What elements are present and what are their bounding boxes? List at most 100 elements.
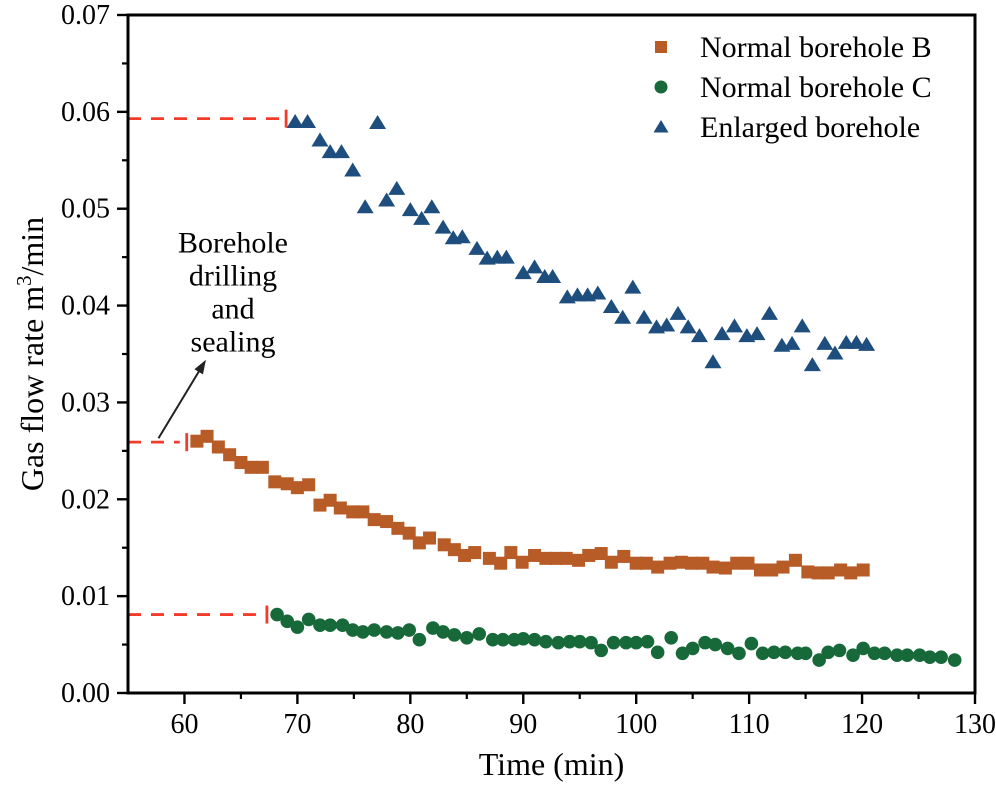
- data-point-triangle: [669, 305, 687, 320]
- y-tick-label: 0.03: [61, 387, 110, 418]
- data-point-square: [663, 556, 677, 570]
- data-point-circle: [402, 623, 417, 637]
- data-point-circle: [562, 634, 577, 649]
- data-point-circle: [594, 643, 608, 658]
- x-tick-label: 110: [729, 709, 770, 740]
- series-normal-borehole-c: [270, 607, 962, 667]
- legend-label: Normal borehole C: [700, 71, 932, 104]
- data-point-triangle: [369, 115, 387, 130]
- series-normal-borehole-b: [190, 429, 870, 580]
- data-point-square: [801, 565, 815, 579]
- legend-marker-circle: [654, 80, 668, 94]
- data-point-square: [356, 505, 370, 519]
- data-point-circle: [527, 632, 542, 647]
- data-point-square: [730, 556, 744, 570]
- data-point-circle: [551, 635, 566, 650]
- data-point-circle: [379, 625, 394, 639]
- data-point-circle: [335, 618, 350, 632]
- data-point-triangle: [783, 335, 801, 350]
- data-point-circle: [619, 635, 633, 650]
- data-point-triangle: [793, 318, 811, 333]
- data-point-circle: [485, 632, 500, 647]
- data-point-circle: [313, 618, 327, 632]
- data-point-triangle: [725, 318, 743, 333]
- data-point-square: [244, 460, 258, 474]
- data-point-square: [651, 560, 665, 574]
- data-point-square: [821, 566, 835, 580]
- data-point-triangle: [344, 162, 362, 177]
- x-tick-label: 70: [283, 709, 311, 740]
- data-point-triangle: [748, 326, 766, 341]
- data-point-circle: [698, 635, 712, 650]
- data-point-triangle: [413, 210, 431, 225]
- legend: Normal borehole B Normal borehole C Enlarg…: [653, 31, 932, 144]
- y-tick-label: 0.01: [61, 581, 110, 612]
- data-point-triangle: [321, 144, 339, 159]
- data-point-circle: [664, 630, 679, 645]
- data-point-square: [234, 455, 248, 469]
- data-point-square: [765, 563, 779, 577]
- data-point-triangle: [453, 229, 471, 244]
- data-point-circle: [900, 648, 915, 663]
- data-point-circle: [947, 653, 962, 667]
- legend-label: Normal borehole B: [700, 31, 932, 64]
- data-point-circle: [367, 623, 381, 637]
- data-point-circle: [755, 646, 770, 661]
- data-point-square: [811, 566, 825, 580]
- legend-label: Enlarged borehole: [700, 111, 920, 144]
- data-point-circle: [877, 646, 892, 661]
- data-point-circle: [832, 643, 847, 658]
- data-point-triangle: [423, 199, 441, 214]
- x-tick-label: 100: [615, 709, 657, 740]
- data-point-square: [323, 493, 337, 507]
- data-point-square: [482, 551, 496, 565]
- data-point-circle: [812, 653, 826, 667]
- x-tick-label: 130: [954, 709, 996, 740]
- data-point-circle: [798, 646, 813, 661]
- data-point-circle: [778, 645, 793, 660]
- data-point-circle: [323, 618, 337, 632]
- data-point-triangle: [847, 334, 865, 349]
- data-point-square: [346, 505, 360, 519]
- data-point-triangle: [614, 309, 632, 324]
- data-point-circle: [650, 645, 665, 660]
- data-point-square: [437, 538, 451, 552]
- data-point-square: [528, 548, 542, 562]
- data-point-square: [629, 556, 643, 570]
- data-point-square: [190, 434, 204, 448]
- x-tick-label: 80: [396, 709, 424, 740]
- data-point-triangle: [468, 240, 486, 255]
- data-point-circle: [460, 630, 474, 645]
- data-point-triangle: [544, 269, 562, 284]
- data-point-circle: [912, 648, 927, 663]
- data-point-circle: [890, 648, 904, 663]
- legend-marker-triangle: [653, 120, 669, 133]
- y-tick-label: 0.06: [61, 97, 110, 128]
- annotation-text: Borehole drilling and sealing: [178, 226, 288, 358]
- data-point-circle: [572, 634, 587, 649]
- data-point-square: [313, 498, 327, 512]
- data-point-square: [333, 501, 347, 515]
- y-axis-title-unit: /min: [13, 216, 50, 276]
- data-point-circle: [472, 627, 487, 641]
- data-point-triangle: [286, 114, 304, 129]
- data-point-square: [380, 515, 394, 529]
- data-point-circle: [732, 646, 746, 661]
- x-axis-title: Time (min): [478, 746, 625, 782]
- data-point-circle: [447, 628, 462, 642]
- x-tick-label: 120: [841, 709, 883, 740]
- data-point-triangle: [635, 309, 653, 324]
- data-point-square: [559, 551, 573, 565]
- data-point-triangle: [704, 354, 722, 369]
- data-point-triangle: [514, 265, 532, 280]
- data-point-triangle: [589, 285, 607, 300]
- data-point-square: [423, 531, 437, 545]
- data-point-square: [412, 536, 426, 550]
- data-point-square: [753, 563, 767, 577]
- data-point-square: [280, 477, 294, 491]
- data-point-circle: [821, 645, 835, 660]
- data-point-triangle: [858, 336, 876, 351]
- data-point-square: [706, 560, 720, 574]
- data-point-circle: [856, 641, 870, 656]
